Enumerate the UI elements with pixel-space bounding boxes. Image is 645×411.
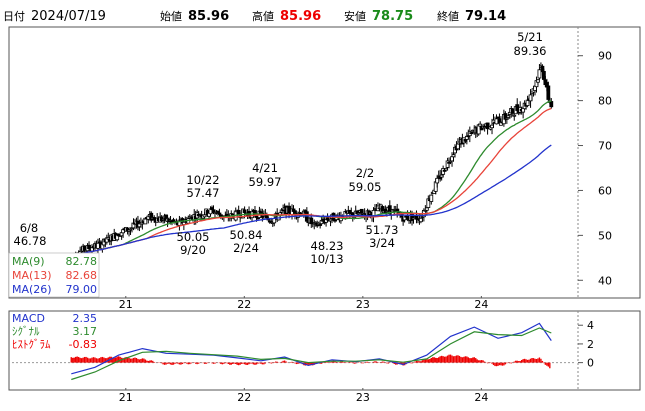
candle-down xyxy=(541,70,546,80)
price-y-tick-label: 70 xyxy=(598,140,612,153)
candle-up xyxy=(426,198,431,208)
macd-x-axis: 21 22 23 24 xyxy=(119,388,488,404)
annotation-value: 59.05 xyxy=(349,180,382,194)
candle-up xyxy=(424,207,429,211)
macd-y-tick-label: 0 xyxy=(587,357,594,370)
signal-line xyxy=(71,327,552,381)
price-x-tick-label: 21 xyxy=(119,298,133,311)
candle-up xyxy=(143,218,148,225)
ma-legend-box xyxy=(8,252,100,298)
annotation-date: 2/2 xyxy=(356,166,375,180)
ohlc-header: 日付 2024/07/19 始値 85.96 高値 85.96 安値 78.75… xyxy=(3,9,506,24)
ma9-legend-label: MA(9) xyxy=(12,255,45,268)
high-value: 85.96 xyxy=(280,9,321,24)
close-value: 79.14 xyxy=(465,9,506,24)
ma26-legend-value: 79.00 xyxy=(66,283,98,296)
ma26-legend-label: MA(26) xyxy=(12,283,52,296)
annotation-value: 50.84 xyxy=(230,228,263,242)
low-value: 78.75 xyxy=(372,9,413,24)
macd-legend: MACD 2.35 ｼｸﾞﾅﾙ 3.17 ﾋｽﾄｸﾞﾗﾑ -0.83 xyxy=(12,312,97,351)
candle-up xyxy=(250,211,254,219)
ma13-legend-value: 82.68 xyxy=(66,269,98,282)
candle-up xyxy=(429,194,434,202)
macd-x-tick-label: 22 xyxy=(237,391,251,404)
annotation-date: 3/24 xyxy=(369,236,395,250)
close-label: 終値 xyxy=(437,9,459,23)
annotation-value: 51.73 xyxy=(366,223,399,237)
price-y-tick-label: 80 xyxy=(598,95,612,108)
price-panel xyxy=(69,62,554,262)
macd-legend-label: MACD xyxy=(12,312,45,325)
hist-legend-label: ﾋｽﾄｸﾞﾗﾑ xyxy=(12,338,51,351)
price-x-tick-label: 22 xyxy=(237,298,251,311)
signal-legend-label: ｼｸﾞﾅﾙ xyxy=(12,325,40,338)
price-panel-frame xyxy=(8,26,641,299)
macd-panel xyxy=(12,322,575,381)
candle-down xyxy=(546,85,551,100)
candle-down xyxy=(549,101,554,108)
candle-up xyxy=(537,69,542,79)
price-y-tick-label: 40 xyxy=(598,274,612,287)
price-y-axis: 90 80 70 60 50 40 xyxy=(578,50,612,287)
open-label: 始値 xyxy=(160,9,182,23)
candle-down xyxy=(87,244,91,250)
date-label: 日付 xyxy=(3,10,25,23)
annotation-value: 57.47 xyxy=(187,186,220,200)
annotation-value: 59.97 xyxy=(249,175,282,189)
candle-up xyxy=(536,79,540,83)
open-value: 85.96 xyxy=(188,9,229,24)
annotation-date: 10/13 xyxy=(310,252,343,266)
price-x-tick-label: 24 xyxy=(474,298,488,311)
candle-down xyxy=(217,212,222,215)
candle-down xyxy=(149,212,154,221)
macd-panel-frame xyxy=(8,310,641,391)
price-y-tick-label: 50 xyxy=(598,229,612,242)
annotation-date: 9/20 xyxy=(180,243,206,257)
annotation-value: 48.23 xyxy=(311,239,344,253)
candle-up xyxy=(411,217,416,220)
price-y-tick-label: 60 xyxy=(598,184,612,197)
annotation-date: 10/22 xyxy=(186,173,219,187)
ma-legend: MA(9) 82.78 MA(13) 82.68 MA(26) 79.00 xyxy=(8,252,100,298)
price-x-axis: 21 22 23 24 xyxy=(119,296,488,311)
candle-down xyxy=(405,215,410,220)
price-x-tick-label: 23 xyxy=(356,298,370,311)
candle-down xyxy=(318,224,323,226)
annotation-date: 2/24 xyxy=(233,241,259,255)
macd-x-tick-label: 23 xyxy=(356,391,370,404)
macd-x-tick-label: 24 xyxy=(474,391,488,404)
annotation-date: 4/21 xyxy=(252,161,278,175)
date-value: 2024/07/19 xyxy=(31,9,106,24)
ma26-line xyxy=(71,144,552,256)
annotation-date: 5/21 xyxy=(517,30,543,44)
low-label: 安値 xyxy=(344,9,366,23)
high-label: 高値 xyxy=(252,9,274,23)
macd-y-tick-label: 4 xyxy=(587,319,594,332)
ma13-line xyxy=(71,107,552,256)
annotation-value: 46.78 xyxy=(14,234,47,248)
candle-down xyxy=(242,209,247,213)
signal-legend-value: 3.17 xyxy=(73,325,98,338)
ma13-legend-label: MA(13) xyxy=(12,269,52,282)
annotation-value: 89.36 xyxy=(514,44,547,58)
macd-y-tick-label: 2 xyxy=(587,338,594,351)
candle-up xyxy=(435,177,440,184)
hist-legend-value: -0.83 xyxy=(69,338,97,351)
macd-y-axis: 4 2 0 xyxy=(578,319,594,370)
price-y-tick-label: 90 xyxy=(598,50,612,63)
candle-up xyxy=(504,117,509,120)
macd-x-tick-label: 21 xyxy=(119,391,133,404)
candle-down xyxy=(152,217,157,221)
ma9-legend-value: 82.78 xyxy=(66,255,98,268)
macd-legend-value: 2.35 xyxy=(73,312,98,325)
annotation-date: 6/8 xyxy=(20,221,39,235)
annotation-value: 50.05 xyxy=(177,230,210,244)
candle-up xyxy=(512,114,517,117)
